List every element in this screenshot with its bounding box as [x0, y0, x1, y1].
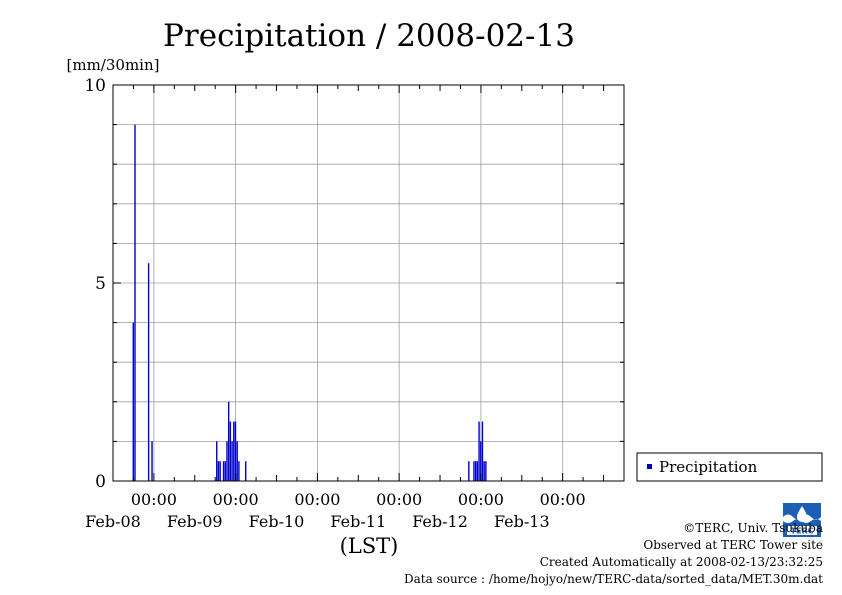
precipitation-bar	[483, 461, 485, 481]
y-axis-ticks: 0 5 10	[84, 76, 624, 492]
precipitation-bar	[233, 421, 235, 481]
x-tick-label-date: Feb-13	[494, 512, 550, 531]
y-tick-label: 0	[95, 472, 106, 492]
x-tick-label-time: 00:00	[131, 490, 177, 509]
precipitation-bar	[485, 461, 487, 481]
x-tick-label-date: Feb-08	[85, 512, 141, 531]
legend-box	[636, 452, 823, 482]
precipitation-bar	[474, 461, 477, 481]
x-tick-label-date: Feb-12	[412, 512, 468, 531]
precipitation-bar	[468, 461, 470, 481]
precipitation-bar	[234, 421, 237, 481]
precipitation-bar	[217, 461, 220, 481]
precipitation-bar	[222, 461, 225, 481]
precipitation-bar	[134, 124, 136, 481]
precipitation-bar	[245, 461, 247, 481]
precipitation-bar	[132, 322, 134, 481]
footer-observed: Observed at TERC Tower site	[643, 538, 823, 552]
x-tick-label-time: 00:00	[294, 490, 340, 509]
x-tick-label-time: 00:00	[458, 490, 504, 509]
x-axis-label: (LST)	[340, 534, 399, 558]
y-tick-label: 5	[95, 274, 106, 294]
terc-logo-icon: TERC	[783, 503, 821, 537]
precipitation-bar	[219, 461, 221, 481]
grid-lines	[113, 85, 624, 481]
x-tick-label-date: Feb-10	[249, 512, 305, 531]
legend-swatch	[647, 464, 652, 469]
precipitation-bar	[473, 461, 475, 481]
terc-logo-text: TERC	[791, 527, 814, 536]
precipitation-bar	[229, 421, 232, 481]
precipitation-bar	[476, 461, 479, 481]
precipitation-bar	[226, 441, 228, 481]
precipitation-bar	[151, 441, 153, 481]
x-tick-label-time: 00:00	[213, 490, 259, 509]
x-axis-ticks: 00:00 00:00 00:00 00:00 00:00 00:00 Feb-08 Feb-…	[85, 85, 625, 531]
x-tick-label-date: Feb-11	[330, 512, 386, 531]
precipitation-bar	[224, 461, 226, 481]
footer-created: Created Automatically at 2008-02-13/23:3…	[539, 555, 823, 569]
precipitation-bar	[480, 441, 482, 481]
chart-title: Precipitation / 2008-02-13	[163, 18, 575, 54]
legend: Precipitation	[636, 452, 823, 482]
precipitation-bar	[478, 421, 480, 481]
precipitation-bar	[227, 401, 230, 481]
bar-series-precipitation	[132, 124, 487, 481]
precipitation-bar	[236, 441, 238, 481]
y-axis-unit-label: [mm/30min]	[67, 56, 160, 74]
x-tick-label-time: 00:00	[540, 490, 586, 509]
footer: ©TERC, Univ. Tsukuba Observed at TERC To…	[404, 520, 823, 588]
x-tick-label-time: 00:00	[376, 490, 422, 509]
precipitation-bar	[481, 421, 484, 481]
precipitation-bar	[147, 263, 150, 481]
precipitation-bar	[238, 461, 240, 481]
precipitation-bar	[231, 441, 233, 481]
precipitation-bar	[216, 441, 218, 481]
y-tick-label: 10	[84, 76, 106, 96]
x-tick-label-date: Feb-09	[167, 512, 223, 531]
footer-source: Data source : /home/hojyo/new/TERC-data/…	[404, 572, 823, 586]
footer-copyright: ©TERC, Univ. Tsukuba	[683, 521, 823, 535]
legend-label: Precipitation	[659, 458, 758, 476]
terc-logo: TERC	[783, 503, 821, 537]
